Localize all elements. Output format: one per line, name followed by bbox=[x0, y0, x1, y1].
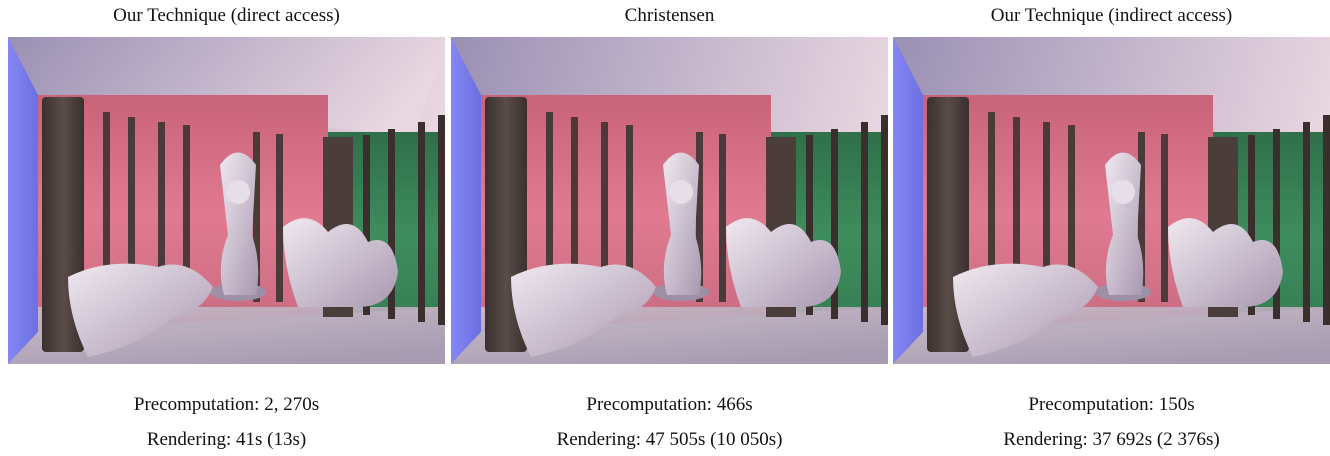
rendering-time: Rendering: 41s (13s) bbox=[146, 429, 307, 450]
precomputation-time: Precomputation: 2, 270s bbox=[133, 394, 320, 415]
precomputation-time: Precomputation: 466s bbox=[586, 394, 753, 415]
rendering-time: Rendering: 47 505s (10 050s) bbox=[556, 429, 783, 450]
panel-christensen: Christensen Precomputation: 466s Renderi… bbox=[451, 0, 888, 456]
rendering-time: Rendering: 37 692s (2 376s) bbox=[1003, 429, 1220, 450]
panel-title: Our Technique (indirect access) bbox=[990, 5, 1233, 26]
panel-title: Our Technique (direct access) bbox=[113, 5, 340, 26]
render-image bbox=[893, 37, 1330, 364]
render-image bbox=[451, 37, 888, 364]
precomputation-time: Precomputation: 150s bbox=[1028, 394, 1195, 415]
render-image bbox=[8, 37, 445, 364]
panel-title: Christensen bbox=[624, 5, 715, 26]
panel-direct-access: Our Technique (direct access) Precomputa… bbox=[8, 0, 445, 456]
panel-indirect-access: Our Technique (indirect access) Precompu… bbox=[893, 0, 1330, 456]
